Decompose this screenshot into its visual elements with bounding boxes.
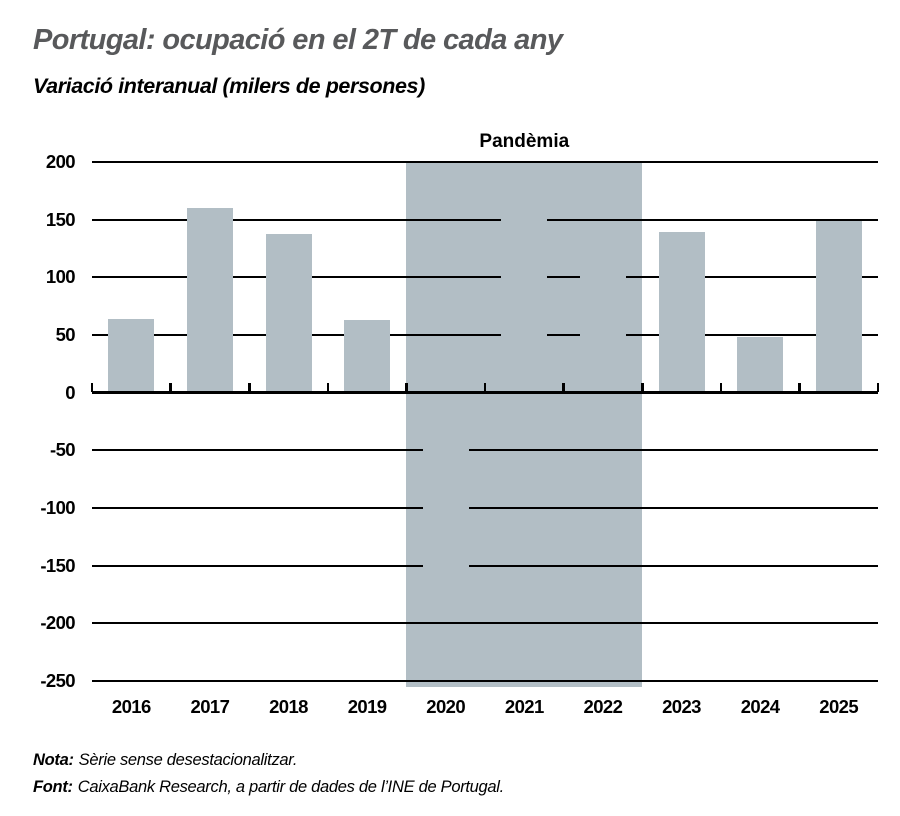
y-tick-label: -100	[40, 497, 75, 518]
y-tick-label: 50	[55, 324, 76, 345]
axis-tick	[483, 383, 487, 393]
x-tick-label: 2018	[269, 696, 308, 717]
x-tick-label: 2021	[504, 696, 544, 717]
source-label: Font:	[33, 778, 73, 796]
bar	[815, 220, 862, 393]
axis-tick	[876, 383, 880, 393]
bar	[658, 232, 705, 393]
bar	[579, 256, 626, 393]
axis-tick	[90, 383, 94, 393]
bar	[501, 203, 548, 393]
bar	[344, 320, 391, 393]
x-tick-label: 2025	[819, 696, 859, 717]
gridline	[92, 276, 878, 279]
bar	[422, 392, 469, 607]
x-tick-label: 2017	[190, 696, 230, 717]
y-tick-label: 150	[45, 208, 76, 230]
x-tick-label: 2022	[583, 696, 623, 717]
x-tick-label: 2024	[740, 696, 780, 717]
y-tick-label: -150	[40, 554, 75, 576]
y-tick-label: 0	[65, 381, 75, 403]
axis-tick	[405, 383, 408, 393]
axis-tick	[719, 383, 723, 393]
bar	[265, 233, 312, 393]
bar	[186, 208, 233, 393]
gridline	[92, 160, 878, 164]
y-tick-label: -50	[50, 439, 76, 461]
x-tick-label: 2019	[347, 696, 387, 717]
chart-title: Portugal: ocupació en el 2T de cada any	[33, 24, 563, 56]
axis-tick	[169, 383, 172, 393]
y-tick-label: 100	[45, 266, 76, 288]
gridline	[92, 333, 878, 337]
y-tick-label: 200	[45, 151, 76, 172]
axis-tick	[326, 383, 330, 393]
gridline	[92, 679, 878, 683]
bar	[737, 337, 784, 393]
gridline	[92, 564, 878, 567]
x-tick-label: 2016	[111, 696, 151, 717]
bar	[108, 318, 155, 393]
x-tick-label: 2023	[662, 696, 701, 717]
chart-source: Font: CaixaBank Research, a partir de dad…	[33, 778, 504, 797]
y-tick-label: -250	[40, 670, 75, 691]
source-text: CaixaBank Research, a partir de dades de…	[77, 778, 505, 796]
axis-tick	[562, 383, 565, 393]
axis-tick	[798, 383, 801, 393]
pandemic-band-label: Pandèmia	[479, 131, 570, 152]
axis-tick	[641, 383, 644, 393]
note-label: Nota:	[33, 751, 74, 769]
gridline	[92, 218, 878, 221]
note-text: Sèrie sense desestacionalitzar.	[78, 751, 298, 769]
gridline	[92, 449, 878, 452]
gridline	[92, 622, 878, 625]
y-tick-label: -200	[40, 612, 75, 634]
x-axis	[92, 391, 878, 395]
axis-tick	[248, 383, 251, 393]
x-tick-label: 2020	[426, 696, 466, 717]
chart-note: Nota: Sèrie sense desestacionalitzar.	[33, 751, 297, 770]
gridline	[92, 506, 878, 510]
chart-subtitle: Variació interanual (milers de persones)	[33, 74, 425, 98]
